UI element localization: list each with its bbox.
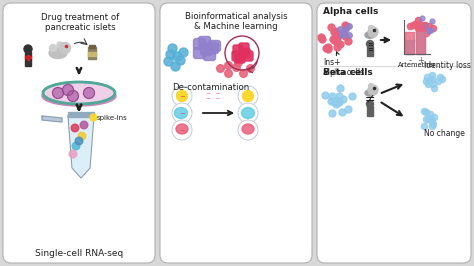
Bar (405, 32, 414, 54)
Ellipse shape (49, 48, 67, 59)
Bar (68, 112, 94, 117)
Text: No change: No change (424, 129, 465, 138)
Circle shape (53, 88, 64, 98)
FancyBboxPatch shape (232, 51, 242, 61)
Circle shape (243, 90, 254, 102)
Circle shape (366, 40, 374, 48)
Polygon shape (68, 116, 94, 178)
FancyBboxPatch shape (160, 3, 312, 263)
Circle shape (75, 137, 83, 145)
Text: ~: ~ (179, 94, 185, 101)
Circle shape (71, 124, 79, 132)
Text: ~: ~ (179, 128, 185, 135)
Bar (27, 55, 29, 60)
FancyBboxPatch shape (209, 40, 220, 52)
FancyBboxPatch shape (193, 48, 206, 59)
Circle shape (49, 44, 56, 52)
Circle shape (60, 43, 71, 53)
Text: Single-cell RNA-seq: Single-cell RNA-seq (35, 249, 123, 258)
Bar (88, 52, 96, 56)
Text: spike-ins: spike-ins (97, 115, 128, 121)
Ellipse shape (174, 107, 188, 118)
Circle shape (69, 150, 77, 158)
FancyBboxPatch shape (233, 45, 243, 55)
Circle shape (83, 88, 94, 98)
Text: Alpha cells: Alpha cells (323, 7, 378, 16)
Circle shape (78, 132, 86, 140)
Circle shape (176, 90, 188, 102)
Text: De-contamination: De-contamination (172, 83, 249, 92)
Text: ≠: ≠ (365, 93, 375, 106)
Ellipse shape (43, 82, 115, 104)
Circle shape (238, 120, 258, 140)
Circle shape (24, 45, 32, 53)
Ellipse shape (176, 124, 188, 134)
Ellipse shape (365, 90, 375, 96)
Text: Beta cells: Beta cells (323, 68, 373, 77)
Circle shape (63, 85, 73, 95)
Circle shape (238, 103, 258, 123)
FancyBboxPatch shape (317, 3, 471, 263)
FancyBboxPatch shape (235, 53, 245, 63)
Circle shape (172, 103, 192, 123)
FancyBboxPatch shape (203, 49, 216, 60)
Text: -: - (409, 56, 411, 65)
Polygon shape (42, 116, 62, 122)
Text: Bioinformatical analysis
& Machine learning: Bioinformatical analysis & Machine learn… (185, 12, 287, 31)
Circle shape (238, 86, 258, 106)
FancyBboxPatch shape (207, 43, 219, 53)
Text: Ins+
alpha cells: Ins+ alpha cells (323, 52, 364, 77)
Circle shape (368, 85, 378, 95)
Circle shape (172, 86, 192, 106)
Ellipse shape (42, 86, 116, 106)
Text: +: + (418, 56, 424, 65)
Text: Artemether: Artemether (398, 62, 436, 68)
Circle shape (67, 90, 79, 102)
Ellipse shape (365, 32, 375, 38)
Bar (367, 106, 373, 116)
Circle shape (366, 101, 374, 107)
Text: ~  ~
~  ~: ~ ~ ~ ~ (206, 91, 220, 101)
Text: Drug treatment of
pancreatic islets: Drug treatment of pancreatic islets (41, 13, 119, 32)
Circle shape (368, 27, 378, 37)
Bar (416, 22, 425, 54)
Text: ~: ~ (179, 111, 185, 118)
Bar (367, 46, 373, 56)
FancyBboxPatch shape (3, 3, 155, 263)
Circle shape (80, 121, 88, 129)
Ellipse shape (241, 107, 255, 118)
FancyBboxPatch shape (199, 36, 210, 48)
Text: Identity loss: Identity loss (424, 61, 471, 70)
Bar (416, 32, 425, 54)
Bar (25, 56, 31, 58)
FancyBboxPatch shape (240, 48, 250, 58)
Bar (25, 52, 31, 66)
Circle shape (368, 84, 374, 89)
FancyBboxPatch shape (243, 51, 253, 61)
Bar (405, 40, 414, 54)
FancyBboxPatch shape (201, 44, 212, 56)
FancyBboxPatch shape (193, 39, 206, 49)
Ellipse shape (242, 124, 254, 134)
Circle shape (172, 120, 192, 140)
Bar (89, 45, 95, 48)
FancyBboxPatch shape (239, 43, 249, 53)
Circle shape (368, 26, 374, 31)
Bar (88, 47, 96, 59)
Circle shape (57, 42, 63, 48)
Circle shape (72, 142, 80, 150)
Text: =
=: = = (367, 43, 373, 53)
